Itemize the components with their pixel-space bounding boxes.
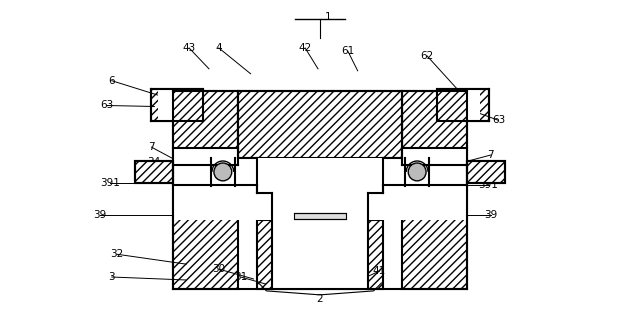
Bar bbox=[467, 161, 506, 183]
Bar bbox=[237, 158, 403, 219]
Bar bbox=[173, 148, 237, 219]
Text: 3: 3 bbox=[109, 272, 115, 282]
Text: 42: 42 bbox=[298, 43, 312, 53]
Text: 4: 4 bbox=[216, 43, 222, 53]
Bar bbox=[468, 90, 479, 120]
Bar bbox=[273, 193, 367, 289]
Text: 31: 31 bbox=[234, 272, 247, 282]
Text: 39: 39 bbox=[93, 210, 106, 220]
Bar bbox=[134, 161, 173, 183]
Bar bbox=[257, 219, 383, 289]
Bar bbox=[134, 161, 173, 183]
Text: 6: 6 bbox=[109, 76, 115, 86]
Text: 391: 391 bbox=[479, 180, 499, 190]
Text: 43: 43 bbox=[182, 43, 196, 53]
Text: 34: 34 bbox=[147, 157, 160, 167]
Bar bbox=[152, 89, 203, 121]
Text: 391: 391 bbox=[100, 178, 120, 188]
Text: 7: 7 bbox=[148, 142, 155, 152]
Text: 63: 63 bbox=[100, 100, 113, 110]
Text: 2: 2 bbox=[317, 294, 323, 304]
Bar bbox=[403, 148, 467, 219]
Bar bbox=[237, 91, 403, 158]
Text: 7: 7 bbox=[487, 150, 494, 160]
Circle shape bbox=[214, 163, 232, 181]
Text: 63: 63 bbox=[492, 115, 505, 125]
Text: 1: 1 bbox=[325, 12, 332, 22]
Bar bbox=[294, 213, 346, 218]
Bar bbox=[437, 89, 488, 121]
Text: 21: 21 bbox=[269, 266, 282, 276]
Text: 41: 41 bbox=[373, 266, 386, 276]
Bar bbox=[158, 90, 173, 120]
Text: 22: 22 bbox=[312, 266, 324, 276]
Text: 62: 62 bbox=[420, 51, 434, 61]
Text: 39: 39 bbox=[484, 210, 497, 220]
Text: 30: 30 bbox=[212, 264, 225, 274]
Text: 32: 32 bbox=[110, 249, 124, 259]
Bar bbox=[173, 91, 237, 289]
Text: 34: 34 bbox=[480, 163, 493, 173]
Text: 61: 61 bbox=[341, 46, 355, 56]
Circle shape bbox=[408, 163, 426, 181]
Bar bbox=[403, 91, 467, 289]
Bar bbox=[467, 161, 506, 183]
